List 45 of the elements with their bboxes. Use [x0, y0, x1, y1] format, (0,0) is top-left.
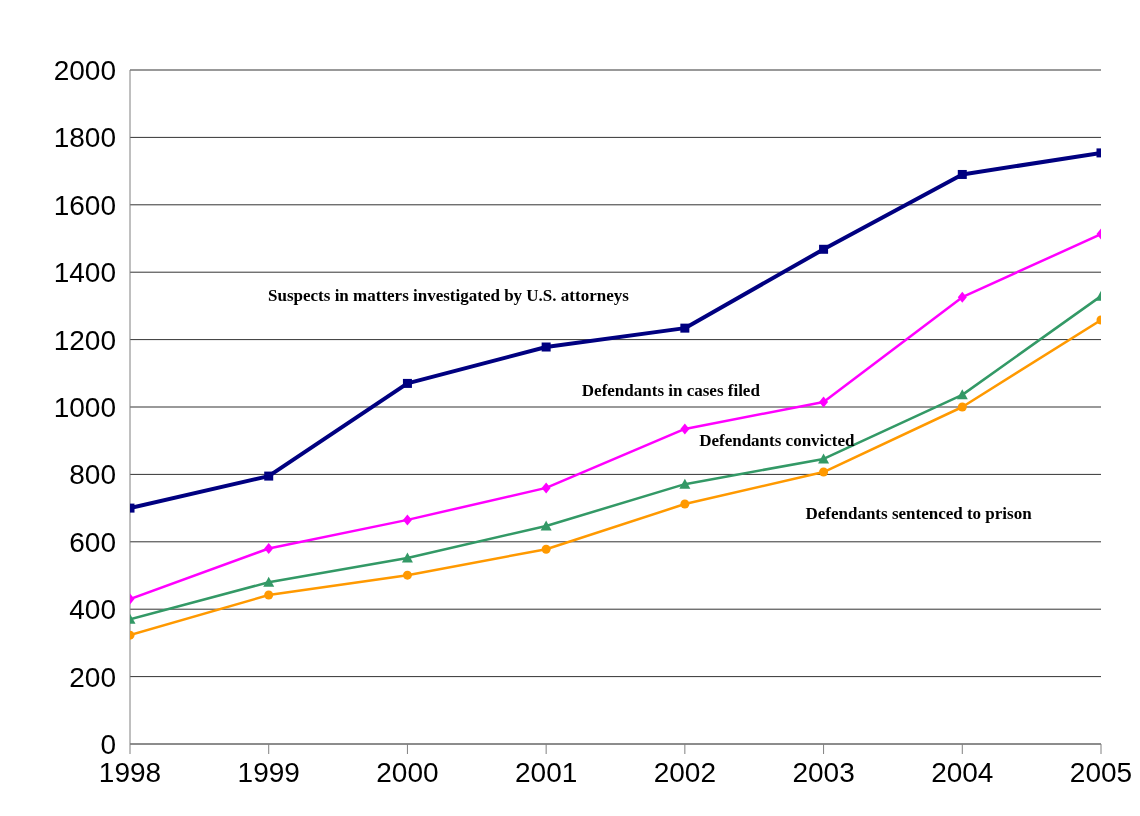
point: [956, 389, 968, 400]
point: [818, 453, 830, 464]
series-label: Defendants sentenced to prison: [805, 503, 1033, 523]
point: [957, 402, 967, 412]
point: [402, 570, 412, 580]
point: [541, 544, 551, 554]
point: [541, 342, 551, 352]
y-tick-label: 1000: [53, 391, 116, 423]
x-tick-label: 2004: [931, 756, 994, 788]
point: [957, 291, 967, 303]
x-tick-label: 1999: [237, 756, 300, 788]
x-tick-label: 2000: [376, 756, 439, 788]
point: [680, 423, 690, 435]
series-label: Defendants in cases filed: [581, 381, 761, 401]
point: [680, 323, 690, 333]
y-tick-label: 800: [69, 459, 116, 491]
point: [957, 169, 967, 179]
y-tick-label: 400: [69, 594, 116, 626]
series-label: Defendants convicted: [699, 430, 856, 450]
y-tick-label: 2000: [53, 54, 116, 86]
x-tick-label: 2003: [792, 756, 855, 788]
point: [264, 590, 274, 600]
point: [819, 467, 829, 477]
series-label: Suspects in matters investigated by U.S. attorneys: [268, 285, 630, 305]
y-tick-label: 1400: [53, 257, 116, 289]
x-tick-label: 2005: [1069, 756, 1133, 788]
x-tick-label: 2001: [514, 756, 578, 788]
point: [540, 520, 552, 531]
point: [264, 543, 274, 555]
x-tick-label: 2002: [653, 756, 717, 788]
y-tick-label: 1600: [53, 189, 116, 221]
point: [402, 514, 412, 526]
y-tick-label: 1800: [53, 122, 116, 154]
y-tick-label: 600: [69, 526, 116, 558]
point: [819, 244, 829, 254]
point: [819, 396, 829, 408]
point: [263, 576, 275, 587]
point: [541, 482, 551, 494]
point: [401, 552, 413, 563]
y-tick-label: 200: [69, 661, 116, 693]
point: [680, 499, 690, 509]
point: [679, 478, 691, 489]
point: [264, 471, 274, 481]
y-tick-label: 1200: [53, 324, 116, 356]
point: [402, 378, 412, 388]
